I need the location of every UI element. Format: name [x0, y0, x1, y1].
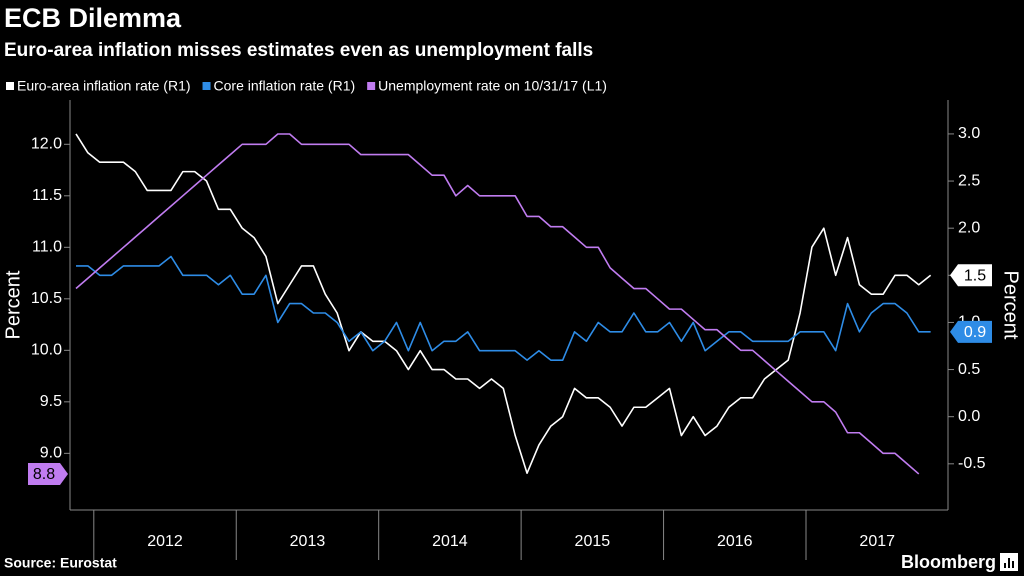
x-tick-label: 2017 [859, 533, 895, 550]
y-tick-label: 12.0 [31, 136, 62, 153]
end-label-box [950, 264, 992, 287]
series-line [75, 133, 920, 475]
end-label: 0.9 [964, 324, 986, 341]
legend-label: Unemployment rate on 10/31/17 (L1) [378, 78, 607, 94]
legend-label: Core inflation rate (R1) [214, 78, 356, 94]
brand-icon [1000, 553, 1018, 571]
y2-tick-label: 3.0 [958, 125, 980, 142]
y2-tick-label: 0.5 [958, 361, 980, 378]
y-tick-label: 9.5 [40, 393, 62, 410]
series-line [76, 255, 931, 361]
x-tick-label: 2013 [290, 533, 326, 550]
y-axis-label: Percent [2, 270, 24, 339]
end-label: 8.8 [33, 466, 55, 483]
legend-swatch [6, 82, 14, 90]
y2-tick-label: 0.0 [958, 408, 980, 425]
y-tick-label: 9.0 [40, 445, 62, 462]
end-label-box [28, 462, 68, 485]
end-label-box [950, 320, 992, 343]
y-tick-label: 11.5 [32, 187, 62, 204]
source: Source: Eurostat [4, 555, 117, 571]
y2-tick-label: 2.0 [958, 219, 980, 236]
legend-swatch [202, 82, 211, 90]
x-tick-label: 2016 [717, 533, 753, 550]
chart-title: ECB Dilemma [4, 3, 182, 33]
y2-tick-label: -0.5 [958, 455, 986, 472]
chart-subtitle: Euro-area inflation misses estimates eve… [4, 40, 593, 61]
legend-swatch [367, 82, 376, 90]
x-tick-label: 2014 [432, 533, 468, 550]
series-line [75, 133, 932, 475]
y-tick-label: 10.0 [31, 342, 62, 359]
end-label: 1.5 [964, 268, 986, 285]
brand: Bloomberg [901, 552, 996, 572]
y-tick-label: 11.0 [32, 239, 62, 256]
x-tick-label: 2015 [575, 533, 611, 550]
legend-label: Euro-area inflation rate (R1) [17, 78, 191, 94]
y2-axis-label: Percent [1000, 271, 1022, 340]
y-tick-label: 10.5 [31, 290, 62, 307]
x-tick-label: 2012 [147, 533, 183, 550]
y2-tick-label: 2.5 [958, 172, 980, 189]
